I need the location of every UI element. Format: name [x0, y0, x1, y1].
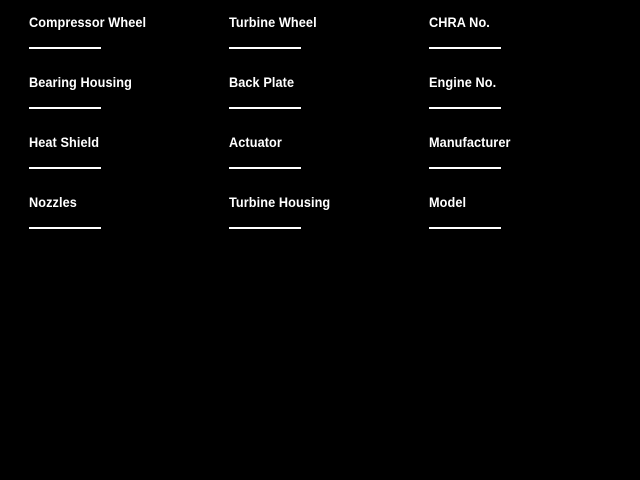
field-underline[interactable]	[29, 47, 101, 49]
field-underline[interactable]	[29, 167, 101, 169]
field-bearing-housing[interactable]: Bearing Housing	[29, 75, 219, 135]
field-chra-no[interactable]: CHRA No.	[429, 15, 619, 75]
field-nozzles[interactable]: Nozzles	[29, 195, 219, 255]
field-actuator[interactable]: Actuator	[229, 135, 419, 195]
field-underline[interactable]	[29, 107, 101, 109]
field-model[interactable]: Model	[429, 195, 619, 255]
field-underline[interactable]	[229, 107, 301, 109]
field-label: Manufacturer	[429, 135, 511, 150]
field-label: Actuator	[229, 135, 282, 150]
field-label: Model	[429, 195, 467, 210]
field-label: Heat Shield	[29, 135, 100, 150]
field-back-plate[interactable]: Back Plate	[229, 75, 419, 135]
field-compressor-wheel[interactable]: Compressor Wheel	[29, 15, 219, 75]
field-underline[interactable]	[229, 227, 301, 229]
field-label: Turbine Wheel	[229, 15, 317, 30]
field-underline[interactable]	[429, 167, 501, 169]
field-underline[interactable]	[229, 47, 301, 49]
field-underline[interactable]	[29, 227, 101, 229]
field-turbine-wheel[interactable]: Turbine Wheel	[229, 15, 419, 75]
field-label: Compressor Wheel	[29, 15, 147, 30]
field-manufacturer[interactable]: Manufacturer	[429, 135, 619, 195]
field-turbine-housing[interactable]: Turbine Housing	[229, 195, 419, 255]
field-label: Engine No.	[429, 75, 497, 90]
field-label: Nozzles	[29, 195, 77, 210]
specification-form: Compressor Wheel Turbine Wheel CHRA No. …	[29, 15, 619, 229]
field-label: Turbine Housing	[229, 195, 331, 210]
field-engine-no[interactable]: Engine No.	[429, 75, 619, 135]
field-underline[interactable]	[429, 227, 501, 229]
field-underline[interactable]	[429, 107, 501, 109]
field-label: Bearing Housing	[29, 75, 132, 90]
field-label: CHRA No.	[429, 15, 490, 30]
field-heat-shield[interactable]: Heat Shield	[29, 135, 219, 195]
field-label: Back Plate	[229, 75, 295, 90]
field-underline[interactable]	[429, 47, 501, 49]
field-underline[interactable]	[229, 167, 301, 169]
